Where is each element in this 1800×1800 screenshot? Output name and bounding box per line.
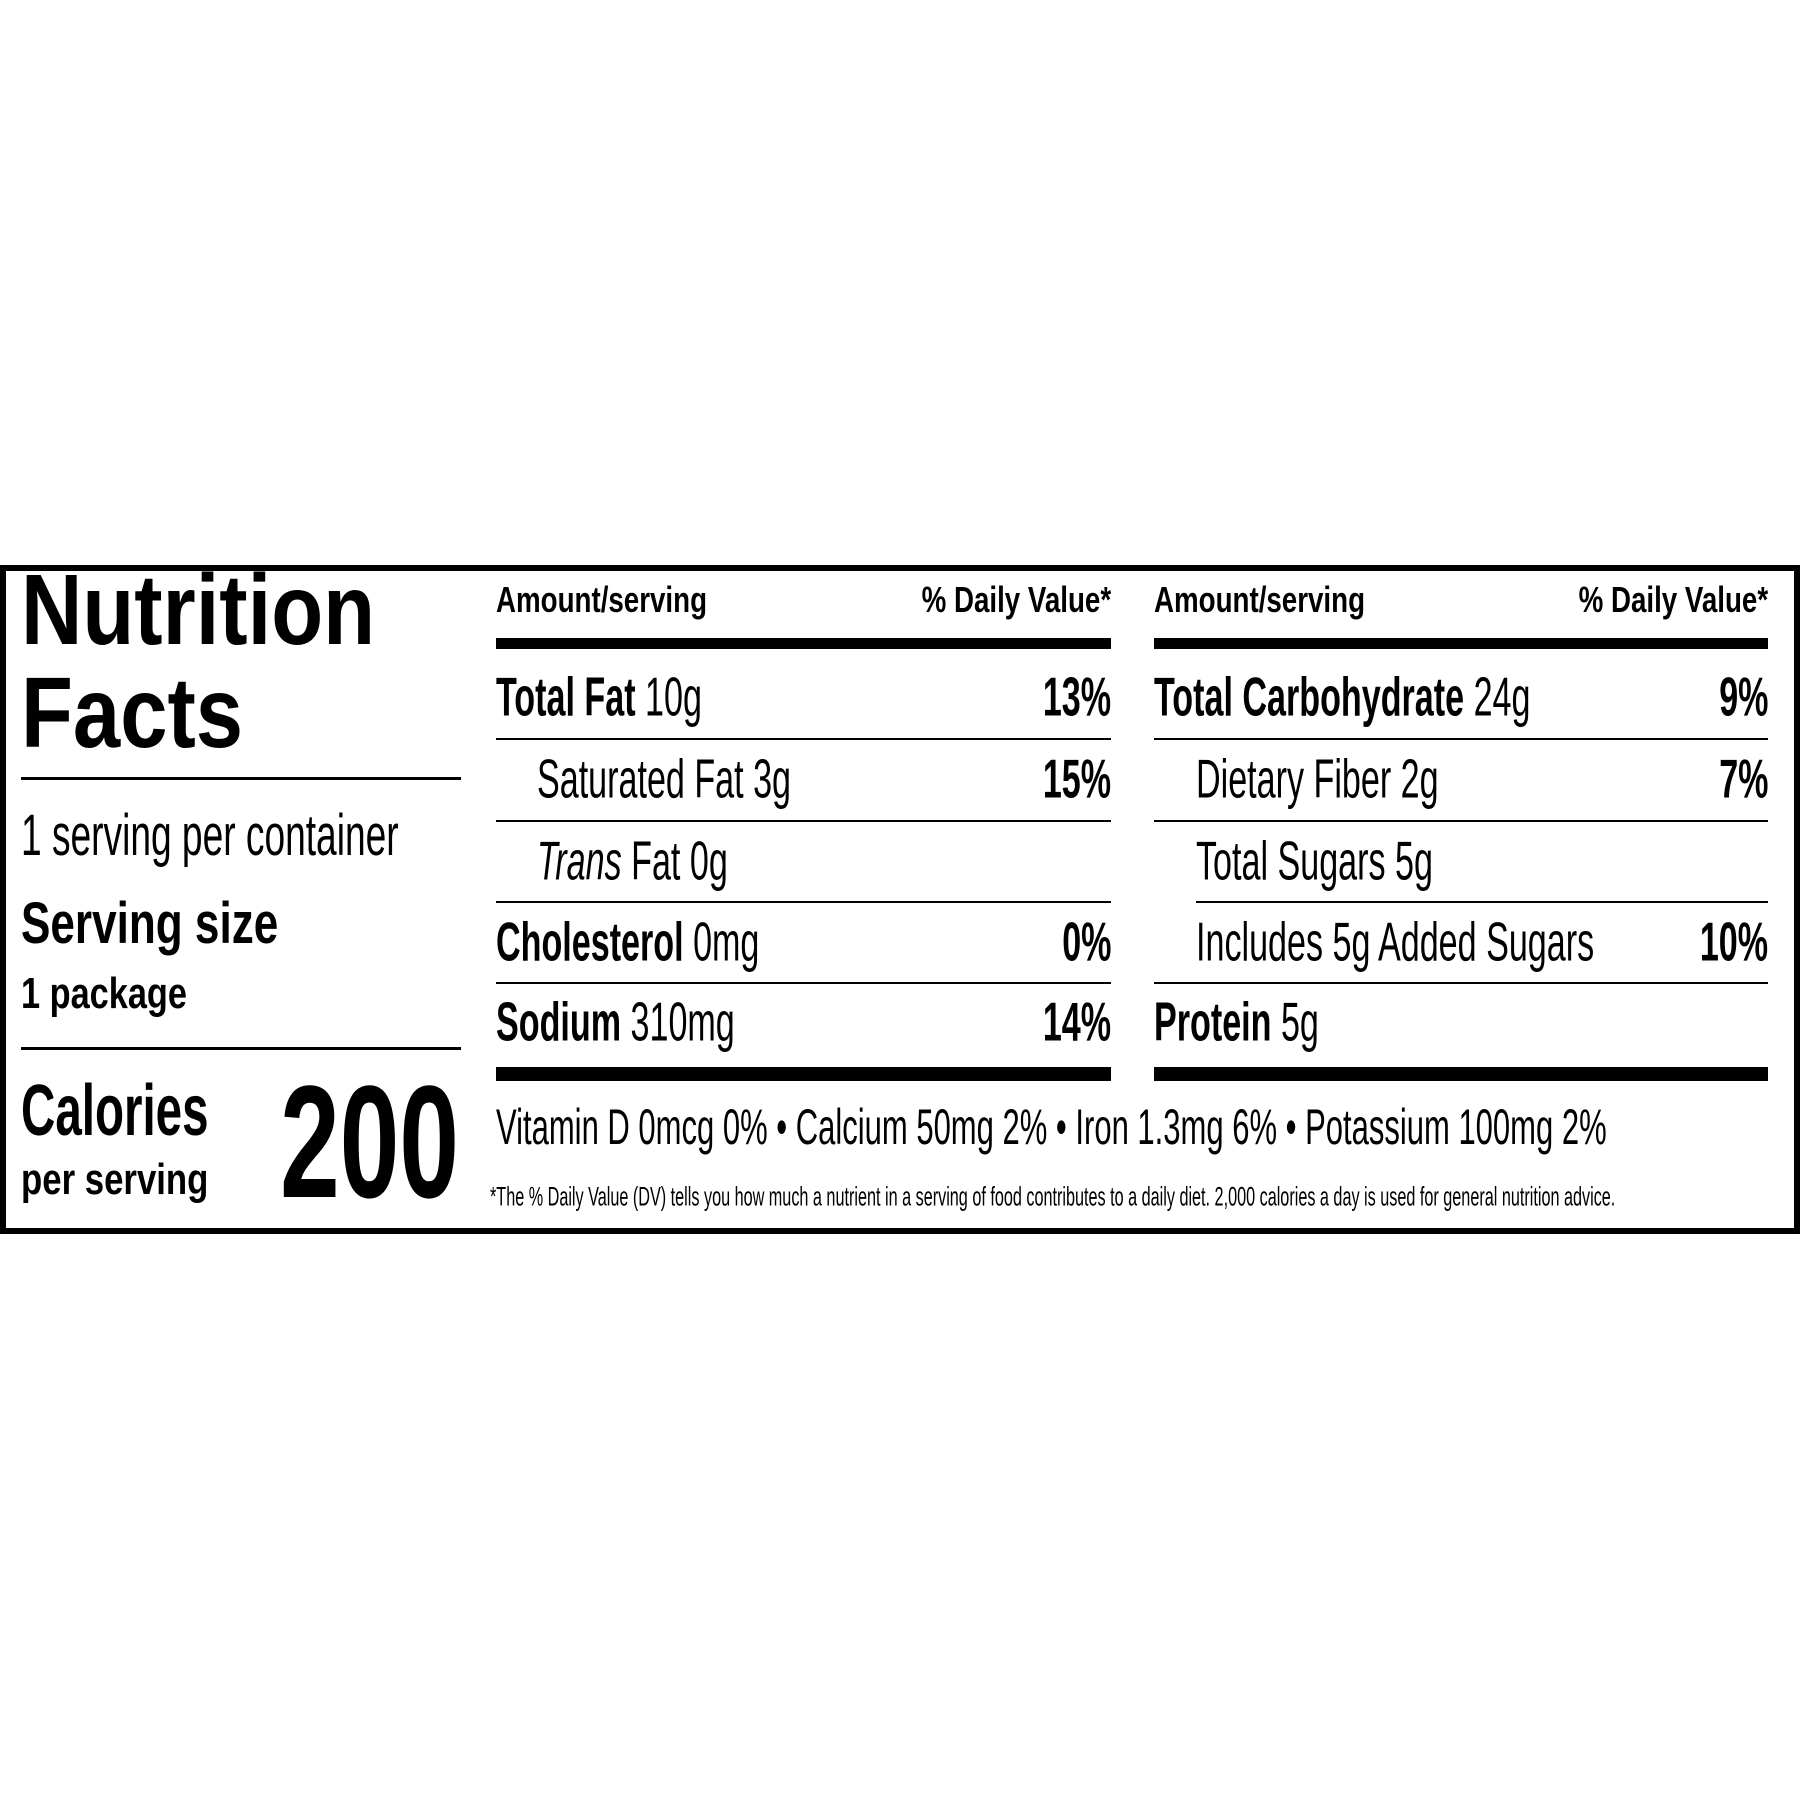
vitamin: Calcium 50mg 2% xyxy=(795,1099,1048,1155)
header-amount: Amount/serving xyxy=(496,579,708,620)
nutrient-row: Cholesterol 0mg xyxy=(496,914,759,970)
daily-value: 9% xyxy=(1718,665,1768,728)
nutrient-amount: 0g xyxy=(689,829,728,892)
rule xyxy=(496,982,1111,984)
nutrient-name: Sodium xyxy=(496,990,622,1053)
nutrient-row: Total Sugars 5g xyxy=(1196,833,1433,889)
nutrient-amount: 10g xyxy=(645,665,702,728)
rule xyxy=(496,820,1111,822)
vitamin: Iron 1.3mg 6% xyxy=(1075,1099,1278,1155)
nutrient-name: Total Carbohydrate xyxy=(1154,665,1465,728)
header-dv: % Daily Value* xyxy=(1578,579,1768,620)
rule xyxy=(21,1047,461,1050)
nutrient-name: Total Fat xyxy=(496,665,636,728)
header-dv: % Daily Value* xyxy=(921,579,1111,620)
rule xyxy=(1196,901,1768,903)
nutrient-amount: 5g xyxy=(1395,829,1433,892)
servings: 1 serving per container xyxy=(21,803,399,868)
thick-rule xyxy=(1154,1067,1768,1081)
nutrient-row: Protein 5g xyxy=(1154,994,1319,1050)
daily-value: 0% xyxy=(1061,910,1111,973)
vitamin: Vitamin D 0mcg 0% xyxy=(496,1099,768,1155)
nutrient-row: Saturated Fat 3g xyxy=(537,751,791,807)
calories-label: Calories xyxy=(21,1071,209,1151)
serving-size: 1 package xyxy=(21,969,187,1018)
nutrient-row: Total Fat 10g xyxy=(496,669,702,725)
nutrient-row: Includes 5g Added Sugars xyxy=(1196,914,1594,970)
rule xyxy=(1154,982,1768,984)
thick-rule xyxy=(496,1067,1111,1081)
rule xyxy=(1154,738,1768,740)
thick-rule xyxy=(1154,638,1768,649)
footnote: *The % Daily Value (DV) tells you how mu… xyxy=(490,1181,1616,1212)
thick-rule xyxy=(496,638,1111,649)
daily-value: 15% xyxy=(1042,747,1111,810)
rule xyxy=(496,901,1111,903)
header-amount: Amount/serving xyxy=(1154,579,1366,620)
separator: • xyxy=(776,1099,788,1155)
label-border xyxy=(0,565,1800,1234)
nutrient-name: Protein xyxy=(1154,990,1272,1053)
nutrient-name: Dietary Fiber xyxy=(1196,747,1392,810)
nutrient-amount: 24g xyxy=(1473,665,1531,728)
separator: • xyxy=(1285,1099,1297,1155)
nutrient-amount: 0mg xyxy=(693,910,760,973)
calories-sub: per serving xyxy=(21,1155,209,1204)
nutrient-row: Sodium 310mg xyxy=(496,994,735,1050)
title: Nutrition xyxy=(21,554,376,666)
separator: • xyxy=(1055,1099,1067,1155)
daily-value: 7% xyxy=(1718,747,1768,810)
calories: 200 xyxy=(280,1052,459,1231)
nutrient-name-italic: Trans xyxy=(537,829,622,892)
nutrient-name: Total Sugars xyxy=(1196,829,1386,892)
daily-value: 14% xyxy=(1042,990,1111,1053)
rule xyxy=(21,777,461,780)
nutrient-row: Total Carbohydrate 24g xyxy=(1154,669,1530,725)
nutrient-name: Saturated Fat xyxy=(537,747,744,810)
nutrient-amount: 310mg xyxy=(630,990,735,1053)
nutrient-name: Fat xyxy=(631,829,681,892)
rule xyxy=(1154,820,1768,822)
serving-size-label: Serving size xyxy=(21,891,279,956)
nutrient-amount: 2g xyxy=(1400,747,1439,810)
nutrient-row: Dietary Fiber 2g xyxy=(1196,751,1439,807)
vitamins: Vitamin D 0mcg 0% • Calcium 50mg 2% • Ir… xyxy=(496,1102,1607,1152)
daily-value: 10% xyxy=(1699,910,1768,973)
rule xyxy=(496,738,1111,740)
title: Facts xyxy=(21,657,244,769)
nutrient-amount: 5g xyxy=(1280,990,1319,1053)
nutrient-name: Cholesterol xyxy=(496,910,684,973)
nutrient-name: Includes 5g Added Sugars xyxy=(1196,910,1595,973)
nutrient-row: Trans Fat 0g xyxy=(537,833,728,889)
nutrient-amount: 3g xyxy=(753,747,792,810)
vitamin: Potassium 100mg 2% xyxy=(1305,1099,1607,1155)
daily-value: 13% xyxy=(1042,665,1111,728)
